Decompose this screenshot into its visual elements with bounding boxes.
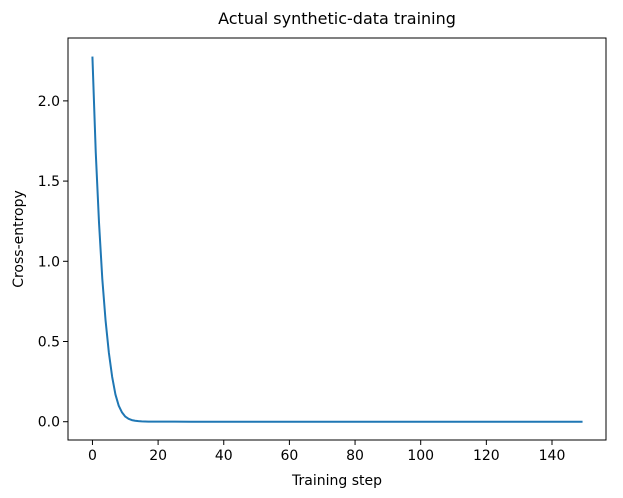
- x-tick-label: 80: [346, 448, 364, 464]
- x-tick-label: 20: [149, 448, 167, 464]
- x-tick-label: 40: [215, 448, 233, 464]
- chart-title: Actual synthetic-data training: [218, 9, 456, 28]
- y-tick-label: 0.0: [38, 415, 60, 431]
- y-tick-label: 1.5: [38, 174, 60, 190]
- x-axis-label: Training step: [291, 473, 382, 489]
- series-line-0: [91, 56, 583, 423]
- x-tick-label: 0: [88, 448, 97, 464]
- x-tick-label: 140: [539, 448, 566, 464]
- x-tick-label: 100: [407, 448, 434, 464]
- y-tick-label: 0.5: [38, 335, 60, 351]
- series-layer: [91, 56, 583, 423]
- y-tick-label: 1.0: [38, 254, 60, 270]
- x-tick-label: 60: [280, 448, 298, 464]
- y-tick-label: 2.0: [38, 94, 60, 110]
- x-tick-label: 120: [473, 448, 500, 464]
- y-axis-label: Cross-entropy: [11, 190, 27, 288]
- axes-layer: 0 20 40 60 80 100 120 140 0.0 0.5 1.0 1.5 2.0: [38, 37, 607, 464]
- plot-frame: [67, 37, 607, 441]
